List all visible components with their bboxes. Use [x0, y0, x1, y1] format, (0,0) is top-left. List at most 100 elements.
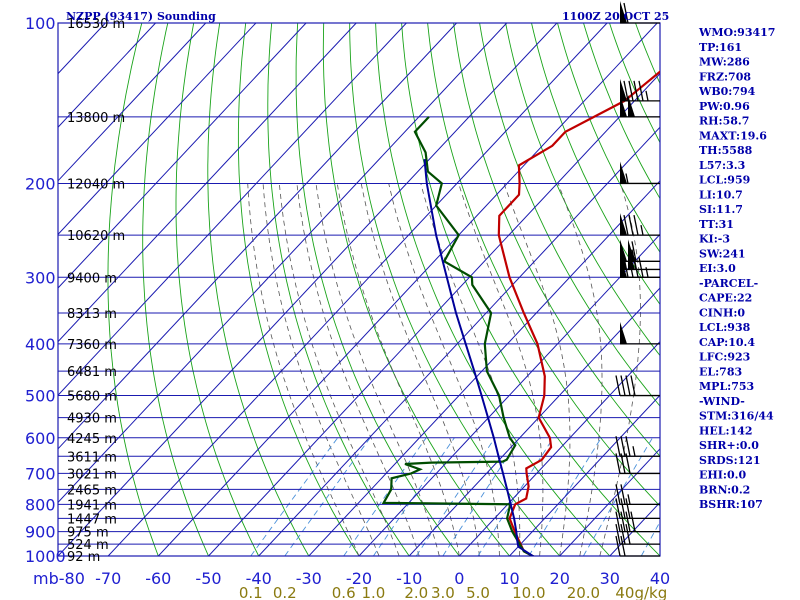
wind-barb: [620, 255, 660, 278]
temperature-tick-label: -20: [346, 569, 372, 588]
height-tick-label: 13800 m: [67, 111, 125, 126]
pressure-tick-label: 900: [25, 523, 56, 542]
wind-barb-flag: [620, 453, 626, 474]
temperature-tick-label: -70: [95, 569, 121, 588]
wind-barb-half-flag: [625, 173, 629, 184]
wind-barb-half-flag: [645, 90, 649, 102]
height-tick-label: 5680 m: [67, 390, 117, 405]
height-tick-label: 16530 m: [67, 17, 125, 32]
pressure-tick-label: 600: [25, 429, 56, 448]
sounding-index: LCL:938: [699, 321, 751, 334]
wind-barb-flag: [615, 511, 621, 532]
wind-barb-flag: [623, 2, 629, 24]
height-tick-label: 12040 m: [67, 177, 125, 192]
sounding-index: FRZ:708: [699, 70, 751, 83]
sounding-index: SHR+:0.0: [699, 439, 759, 452]
wind-barb-half-flag: [632, 446, 636, 457]
wind-barb-flag: [615, 535, 621, 557]
grid: [57, 22, 661, 557]
wind-barb-flag: [638, 257, 644, 278]
wind-barb: [615, 498, 660, 520]
temperature-tick-label: -10: [396, 569, 422, 588]
dry-adiabat: [175, 23, 260, 556]
wind-barb-flag: [615, 498, 621, 519]
wind-barb-flag: [630, 511, 636, 532]
sounding-index: MW:286: [699, 56, 750, 69]
dry-adiabat: [505, 23, 660, 357]
dry-adiabat: [322, 23, 510, 556]
isotherm: [559, 448, 660, 556]
isotherm: [58, 23, 457, 450]
wind-barb: [615, 535, 660, 557]
dry-adiabat: [207, 23, 310, 556]
wind-barb-flag: [633, 214, 639, 236]
mixing-ratio-tick-label: 20.0: [567, 584, 600, 600]
dry-adiabat: [557, 23, 660, 253]
wind-barb-flag: [620, 484, 626, 505]
pressure-tick-label: 300: [25, 268, 56, 287]
wind-barb-flag: [620, 535, 626, 557]
height-tick-label: 4245 m: [67, 432, 117, 447]
mixing-ratio-tick-label: 0.1: [239, 584, 263, 600]
wind-barb-half-flag: [627, 494, 631, 505]
mixing-ratio-tick-label: 2.0: [404, 584, 428, 600]
sounding-index: SRDS:121: [699, 454, 761, 467]
pressure-tick-label: 500: [25, 387, 56, 406]
temperature-tick-label: 0: [454, 569, 464, 588]
isotherm: [157, 23, 658, 556]
wind-barb-flag: [625, 523, 631, 545]
wind-barb-flag: [638, 80, 644, 102]
height-tick-label: 6481 m: [67, 365, 117, 380]
dry-adiabat: [349, 23, 561, 556]
height-tick-label: 3021 m: [67, 467, 117, 482]
isotherm: [58, 23, 207, 182]
sounding-index: HEL:142: [699, 424, 753, 437]
temperature-tick-label: -50: [195, 569, 221, 588]
mixing-ratio-tick-label: 1.0: [361, 584, 385, 600]
wind-barb-flag: [623, 257, 629, 278]
sounding-index: WMO:93417: [698, 26, 775, 39]
sounding-index: STM:316/44: [699, 410, 774, 423]
height-tick-label: 524 m: [67, 538, 109, 553]
temperature-tick-label: 30: [600, 569, 620, 588]
isotherm: [358, 233, 660, 556]
wind-barb-flag: [615, 453, 621, 474]
wind-barb: [620, 161, 660, 185]
height-tick-label: 3611 m: [67, 450, 117, 465]
sounding-index: KI:-3: [699, 233, 730, 246]
sounding-index: CAPE:22: [699, 292, 752, 305]
wind-barb: [615, 375, 660, 397]
dewpoint-profile: [381, 116, 535, 556]
isotherm: [308, 180, 660, 556]
wind-barb-pennant: [620, 161, 627, 184]
sounding-index: CAP:10.4: [699, 336, 755, 349]
dry-adiabat: [479, 23, 660, 407]
wind-barb: [620, 321, 660, 345]
temperature-tick-label: -60: [145, 569, 171, 588]
isotherm: [58, 23, 508, 504]
profiles: [381, 70, 660, 556]
mixing-ratio-tick-label: 5.0: [466, 584, 490, 600]
isotherm: [458, 340, 660, 556]
dry-adiabat: [142, 23, 209, 556]
wind-barb-flag: [620, 375, 626, 396]
wind-barb-flag: [628, 257, 634, 278]
wind-barb-flag: [633, 257, 639, 278]
sounding-index: BSHR:107: [699, 498, 763, 511]
sounding-index: WB0:794: [698, 85, 756, 98]
dry-adiabat: [267, 23, 410, 556]
isotherm: [107, 23, 608, 556]
temperature-tick-label: -30: [296, 569, 322, 588]
wind-barb-flag: [625, 498, 631, 519]
wind-barb: [615, 523, 660, 545]
wind-barbs: [615, 1, 660, 557]
wind-barb-half-flag: [645, 267, 649, 278]
wind-barb-flag: [630, 375, 636, 396]
wind-barb: [615, 453, 660, 475]
chart-title: NZPP (93417) Sounding: [66, 10, 216, 23]
dry-adiabat: [427, 23, 660, 507]
pressure-tick-label: 700: [25, 464, 56, 483]
sounding-index: SW:241: [699, 247, 746, 260]
